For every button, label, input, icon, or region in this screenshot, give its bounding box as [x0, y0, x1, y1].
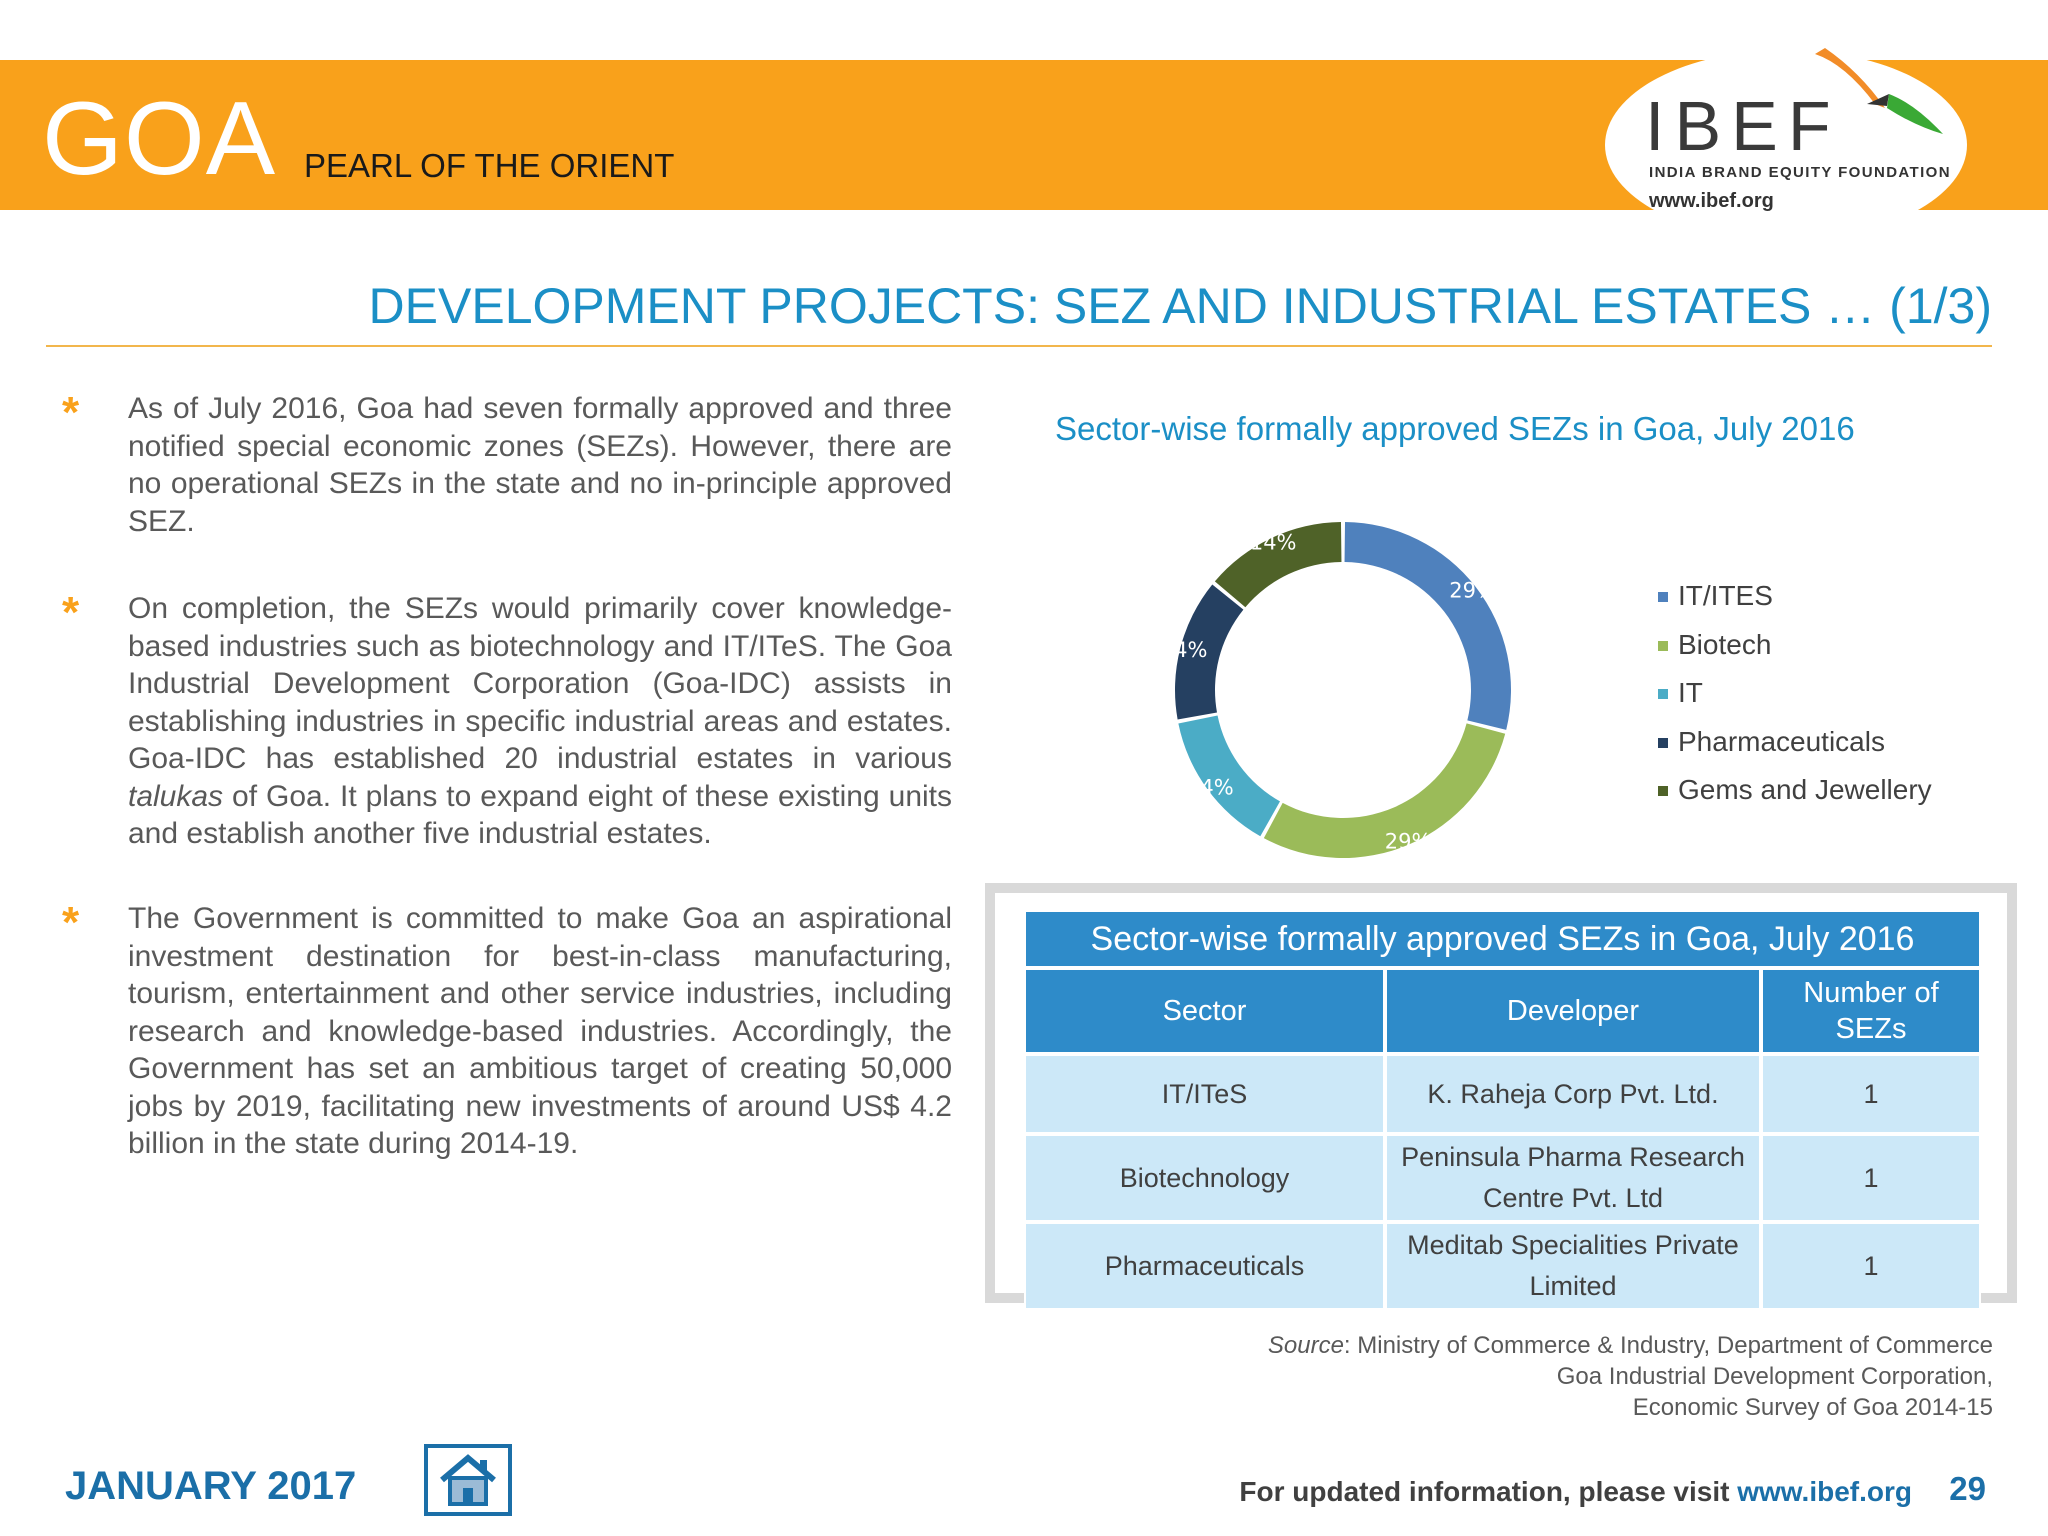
bullet-text: The Government is committed to make Goa …	[128, 902, 952, 1160]
donut-slice-label: 29%	[1449, 578, 1496, 602]
cell-count: 1	[1761, 1134, 1981, 1222]
donut-slice-label: 29%	[1385, 830, 1432, 854]
legend-swatch	[1658, 786, 1668, 796]
donut-slice	[1344, 522, 1511, 730]
donut-slice	[1178, 715, 1280, 837]
donut-slice	[1175, 584, 1244, 720]
logo-subtitle: INDIA BRAND EQUITY FOUNDATION	[1649, 164, 1951, 181]
home-button[interactable]	[424, 1444, 512, 1516]
cell-count: 1	[1761, 1222, 1981, 1310]
donut-slice	[1263, 723, 1506, 858]
source-line: Economic Survey of Goa 2014-15	[1632, 1394, 1993, 1421]
asterisk-bullet-icon: *	[62, 588, 80, 637]
table-row: Pharmaceuticals Meditab Specialities Pri…	[1024, 1222, 1981, 1310]
logo-url: www.ibef.org	[1649, 190, 1774, 212]
donut-chart: 29% 29% 14% 14% 14%	[1161, 522, 1511, 858]
legend-label: Pharmaceuticals	[1678, 725, 1885, 757]
footer-url-link[interactable]: www.ibef.org	[1737, 1476, 1912, 1507]
footer-info: For updated information, please visit ww…	[1239, 1476, 1912, 1508]
sez-table: Sector-wise formally approved SEZs in Go…	[1024, 910, 1981, 1310]
chart-title: Sector-wise formally approved SEZs in Go…	[1055, 410, 1855, 447]
state-name: GOA	[42, 81, 277, 197]
cell-developer: Meditab Specialities Private Limited	[1385, 1222, 1761, 1310]
table-row: Biotechnology Peninsula Pharma Research …	[1024, 1134, 1981, 1222]
legend-label: IT/ITES	[1678, 580, 1773, 611]
legend-item: IT/ITES	[1656, 572, 1932, 621]
legend-swatch	[1658, 689, 1668, 699]
legend-label: Gems and Jewellery	[1678, 774, 1932, 805]
legend-label: Biotech	[1678, 628, 1772, 660]
legend-item: Pharmaceuticals	[1656, 718, 1932, 767]
asterisk-bullet-icon: *	[62, 388, 80, 437]
footer-info-text: For updated information, please visit	[1239, 1476, 1738, 1507]
logo-wordmark: IBEF	[1645, 87, 1841, 165]
bullet-italic-text: talukas	[128, 779, 224, 813]
page-number: 29	[1949, 1470, 1986, 1507]
bullet-item: * As of July 2016, Goa had seven formall…	[62, 388, 952, 540]
source-note: Source: Ministry of Commerce & Industry,…	[1268, 1330, 1993, 1423]
donut-slice-label: 14%	[1161, 638, 1208, 662]
ibef-bird-icon	[1815, 48, 1943, 134]
cell-count: 1	[1761, 1054, 1981, 1134]
bullet-item: * On completion, the SEZs would primaril…	[62, 588, 952, 853]
source-label: Source	[1267, 1332, 1344, 1359]
bullet-text: of Goa. It plans to expand eight of thes…	[128, 779, 952, 851]
legend-item: IT	[1656, 669, 1932, 718]
donut-slice-label: 14%	[1250, 531, 1297, 555]
cell-sector: Pharmaceuticals	[1024, 1222, 1385, 1310]
legend-label: IT	[1678, 677, 1703, 708]
donut-slice	[1214, 522, 1342, 608]
legend-item: Gems and Jewellery	[1656, 766, 1932, 815]
legend-swatch	[1658, 640, 1668, 651]
title-divider	[46, 345, 1992, 347]
bullet-text: As of July 2016, Goa had seven formally …	[128, 392, 952, 538]
column-header-sector: Sector	[1024, 968, 1385, 1054]
legend-swatch	[1658, 592, 1668, 602]
footer-date: JANUARY 2017	[65, 1464, 357, 1508]
cell-developer: Peninsula Pharma Research Centre Pvt. Lt…	[1385, 1134, 1761, 1222]
table-row: IT/ITeS K. Raheja Corp Pvt. Ltd. 1	[1024, 1054, 1981, 1134]
cell-sector: IT/ITeS	[1024, 1054, 1385, 1134]
column-header-developer: Developer	[1385, 968, 1761, 1054]
ibef-logo[interactable]: IBEF INDIA BRAND EQUITY FOUNDATION www.i…	[1605, 48, 1967, 240]
legend-item: Biotech	[1656, 621, 1932, 670]
chart-legend: IT/ITES Biotech IT Pharmaceuticals Gems and …	[1656, 572, 1932, 815]
page-title: DEVELOPMENT PROJECTS: SEZ AND INDUSTRIAL…	[368, 278, 1992, 334]
asterisk-bullet-icon: *	[62, 898, 80, 947]
table-caption: Sector-wise formally approved SEZs in Go…	[1024, 910, 1981, 968]
donut-slice-label: 14%	[1187, 775, 1234, 799]
cell-sector: Biotechnology	[1024, 1134, 1385, 1222]
legend-swatch	[1658, 737, 1668, 748]
home-icon	[440, 1454, 496, 1506]
bullet-item: * The Government is committed to make Go…	[62, 898, 952, 1163]
state-tagline: PEARL OF THE ORIENT	[304, 147, 675, 184]
cell-developer: K. Raheja Corp Pvt. Ltd.	[1385, 1054, 1761, 1134]
source-line: Goa Industrial Development Corporation,	[1556, 1363, 1993, 1390]
column-header-count: Number of SEZs	[1761, 968, 1981, 1054]
source-line: : Ministry of Commerce & Industry, Depar…	[1343, 1332, 1993, 1359]
bullet-text: On completion, the SEZs would primarily …	[128, 592, 952, 775]
